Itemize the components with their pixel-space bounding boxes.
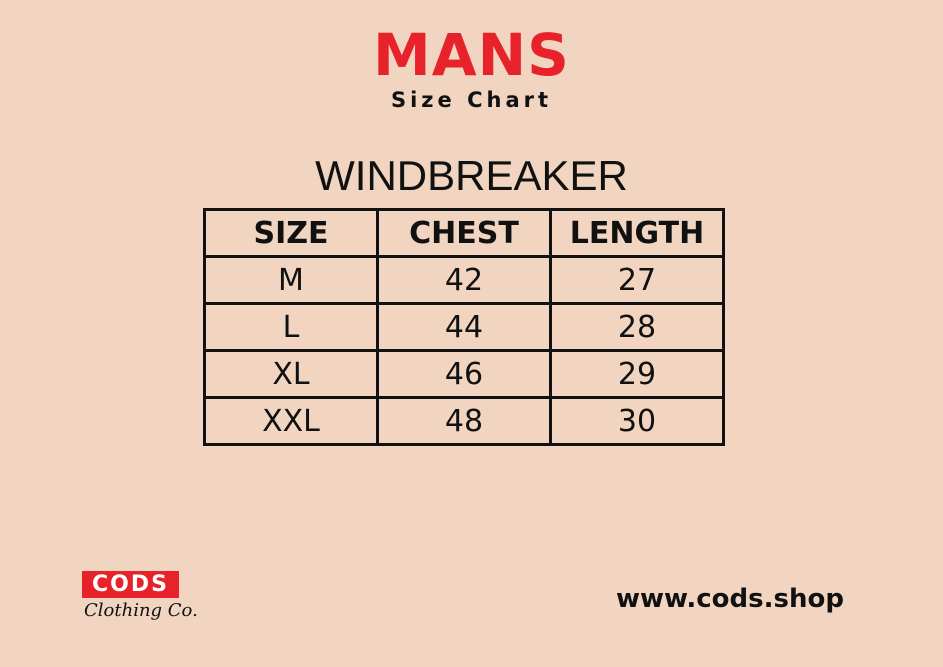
page-subtitle: Size Chart [390,88,553,112]
cell-length: 28 [549,302,725,352]
cell-length: 30 [549,396,725,446]
cell-size: XL [203,349,379,399]
table-row: XXL 48 30 [203,396,725,446]
cell-chest: 42 [376,255,552,305]
table-header-row: SIZE CHEST LENGTH [203,208,725,258]
cell-size: XXL [203,396,379,446]
header-chest: CHEST [376,208,552,258]
website-url[interactable]: www.cods.shop [616,584,844,614]
cell-size: L [203,302,379,352]
header-size: SIZE [203,208,379,258]
table-row: M 42 27 [203,255,725,305]
page-title: MANS [373,21,570,89]
brand-logo: CODS [82,571,179,598]
header-length: LENGTH [549,208,725,258]
brand-tagline: Clothing Co. [84,600,198,621]
cell-length: 27 [549,255,725,305]
cell-length: 29 [549,349,725,399]
cell-chest: 48 [376,396,552,446]
cell-chest: 46 [376,349,552,399]
cell-size: M [203,255,379,305]
table-row: L 44 28 [203,302,725,352]
size-table: SIZE CHEST LENGTH M 42 27 L 44 28 XL 46 … [203,208,725,446]
table-row: XL 46 29 [203,349,725,399]
product-name: WINDBREAKER [315,152,628,199]
cell-chest: 44 [376,302,552,352]
